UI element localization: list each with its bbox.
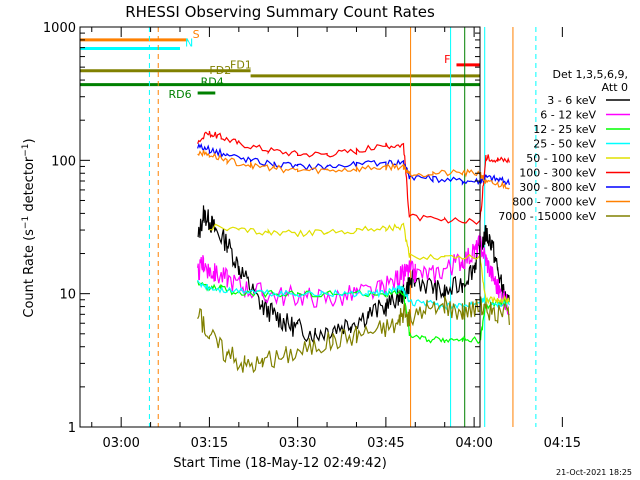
series-line-0 (197, 205, 510, 345)
legend-entry-7: 800 - 7000 keV (512, 196, 596, 209)
series-line-8 (197, 296, 510, 374)
legend-header-line-2: Att 0 (602, 81, 628, 94)
plot-frame (79, 26, 481, 428)
series-line-6 (197, 142, 510, 186)
legend-entry-4: 50 - 100 keV (526, 152, 596, 165)
legend-header-line-1: Det 1,3,5,6,9, (552, 68, 628, 81)
legend-entry-2: 12 - 25 keV (533, 123, 596, 136)
legend-entry-5: 100 - 300 keV (519, 167, 596, 180)
chart-title: RHESSI Observing Summary Count Rates (125, 3, 435, 21)
legend-entry-3: 25 - 50 keV (533, 138, 596, 151)
flag-label-n: N (185, 36, 193, 49)
y-tick-label-0: 1 (68, 421, 76, 436)
flag-label-rd4: RD4 (201, 76, 224, 89)
legend-entry-6: 300 - 800 keV (519, 181, 596, 194)
series-line-4 (209, 222, 510, 305)
x-tick-label-2: 03:30 (279, 436, 316, 451)
series-line-5 (197, 130, 510, 225)
series-line-7 (197, 150, 510, 190)
x-tick-label-3: 03:45 (367, 436, 404, 451)
series-line-1 (197, 232, 510, 317)
flag-label-fd1: FD1 (230, 59, 252, 72)
flag-label-s: S (193, 28, 200, 41)
x-tick-label-0: 03:00 (102, 436, 139, 451)
legend: Det 1,3,5,6,9, Att 0 3 - 6 keV 6 - 12 keV… (498, 68, 630, 223)
x-tick-label-1: 03:15 (191, 436, 228, 451)
series-line-2 (197, 280, 510, 345)
y-axis-label: Count Rate (s−1 detector−1) (21, 138, 37, 317)
y-tick-label-2: 100 (51, 154, 76, 169)
flag-label-fd2: FD2 (209, 64, 231, 77)
y-tick-label-1: 10 (59, 288, 76, 303)
x-tick-label-5: 04:15 (544, 436, 581, 451)
x-axis-label: Start Time (18-May-12 02:49:42) (173, 456, 387, 471)
flag-label-rd6: RD6 (169, 88, 192, 101)
legend-entry-0: 3 - 6 keV (547, 94, 596, 107)
x-tick-label-4: 04:00 (455, 436, 492, 451)
flag-label-f: F (444, 53, 450, 66)
legend-entry-8: 7000 - 15000 keV (498, 210, 596, 223)
y-tick-label-3: 1000 (43, 21, 76, 36)
footer-date: 21-Oct-2021 18:25 (556, 468, 632, 477)
legend-entry-1: 6 - 12 keV (540, 109, 596, 122)
